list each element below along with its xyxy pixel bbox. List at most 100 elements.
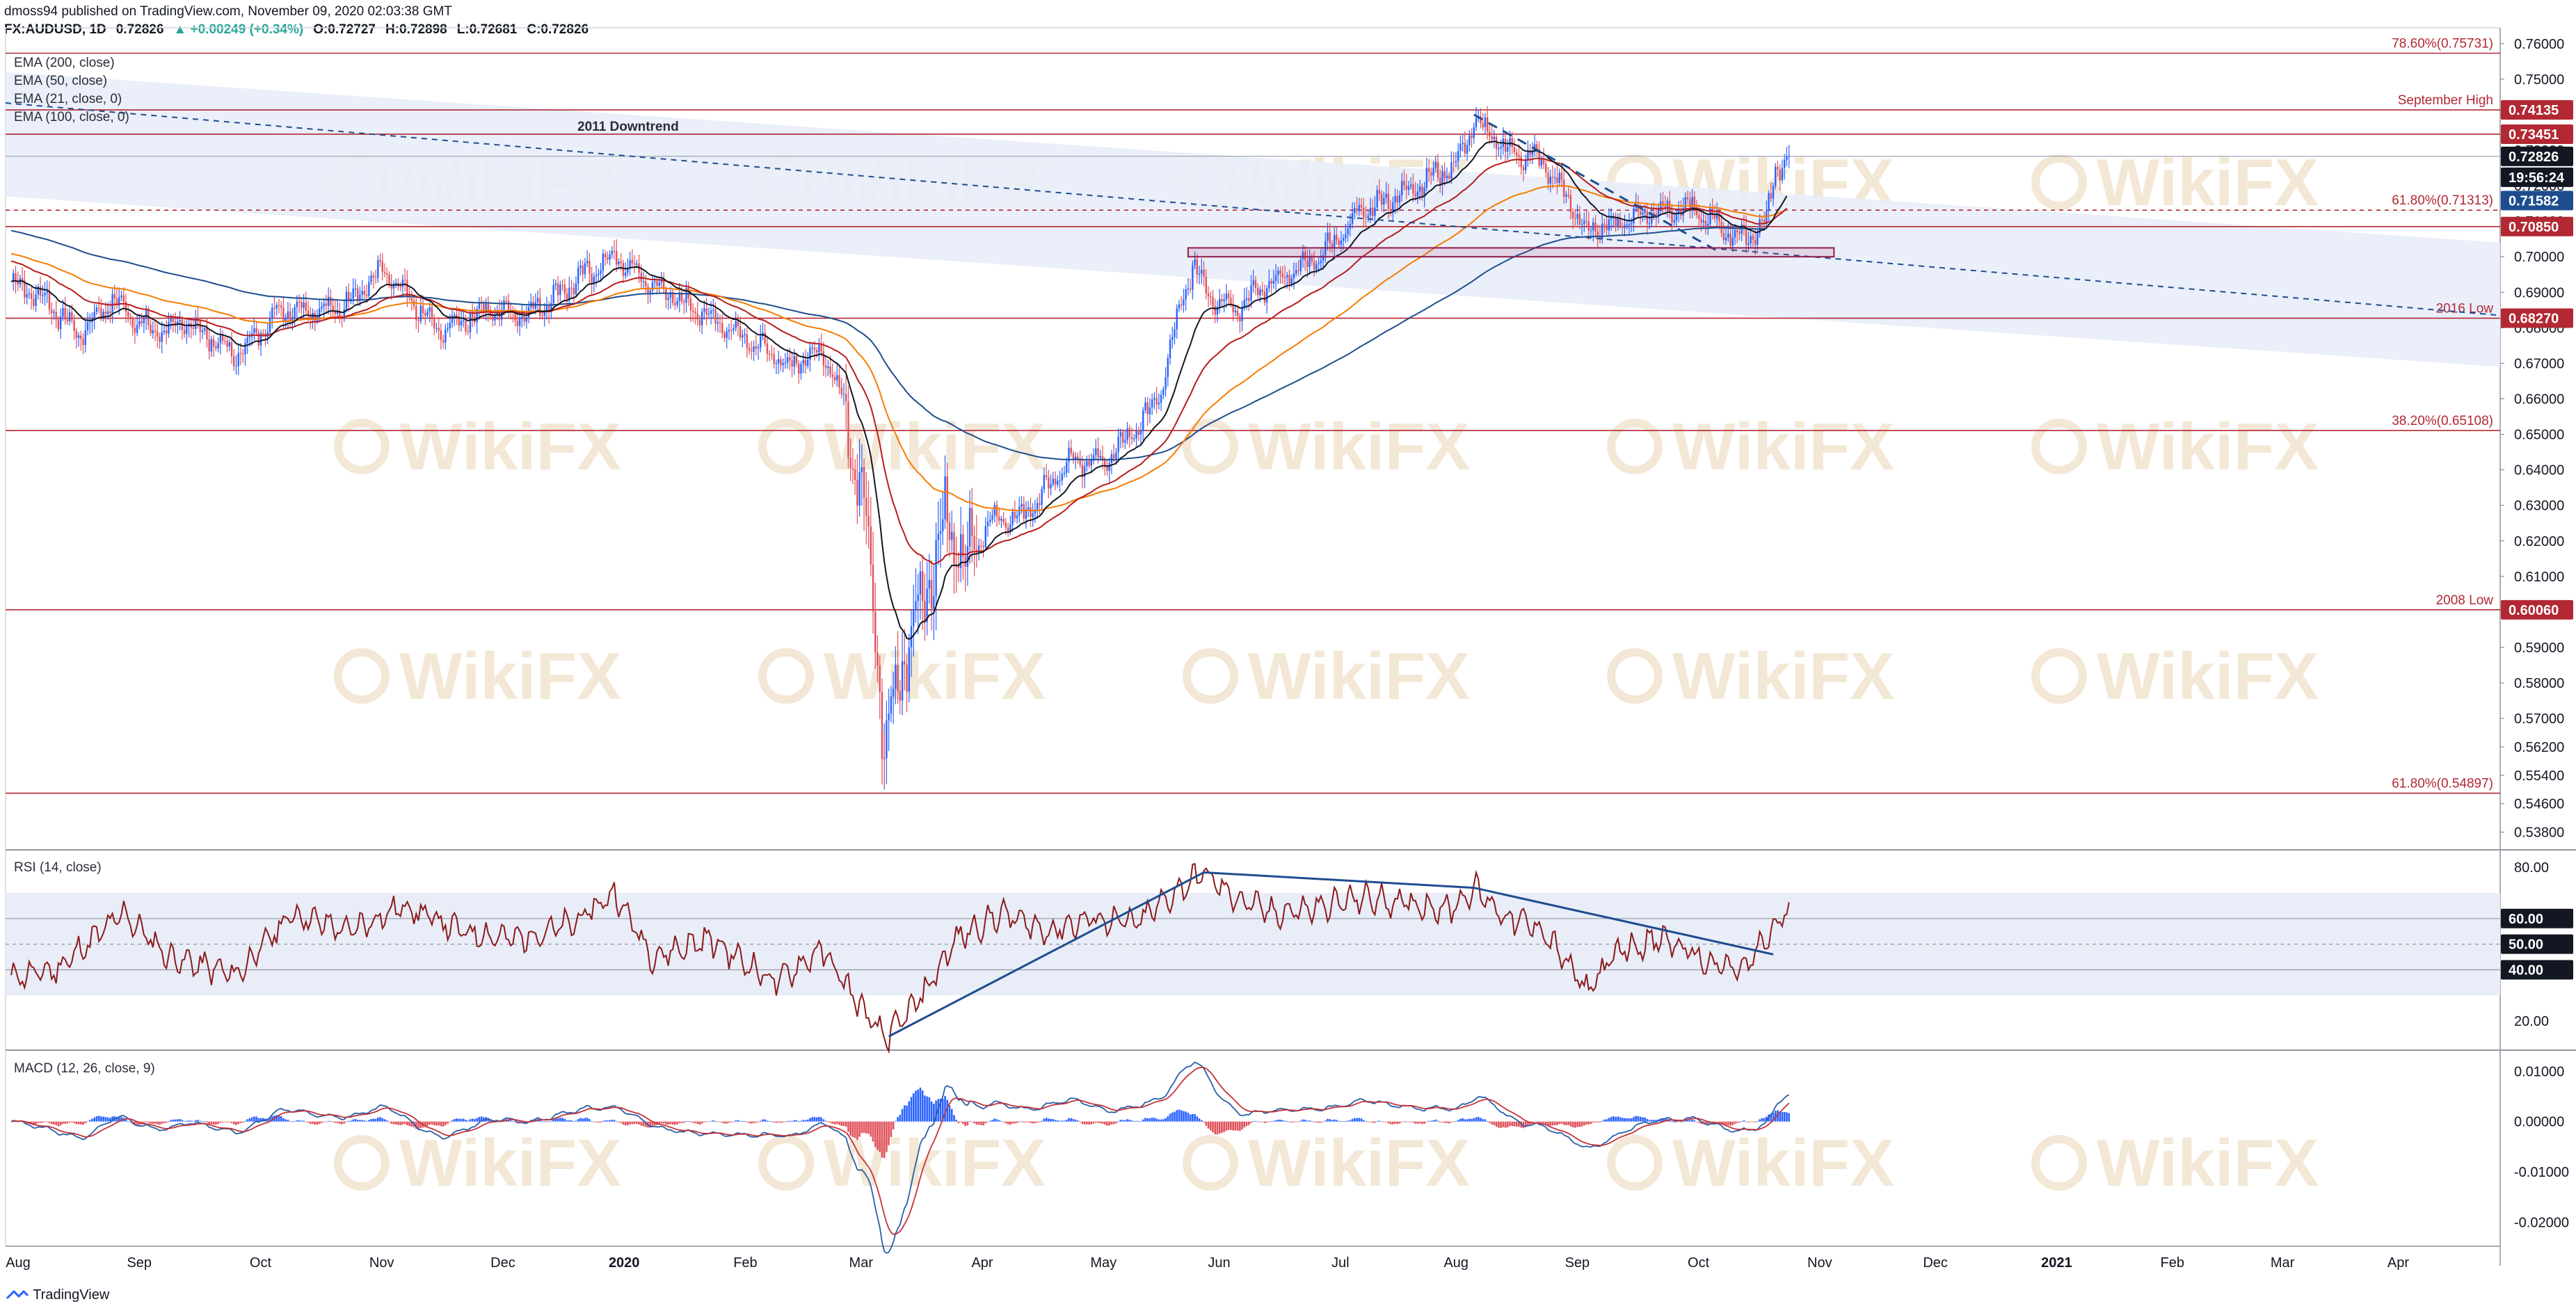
rsi-title[interactable]: RSI (14, close) [14,860,102,875]
candle-body [381,261,383,273]
macd-hist-bar-73 [174,1119,177,1122]
candle-body [492,316,494,321]
macd-hist-bar-380 [865,1121,867,1134]
macd-hist-bar-135 [314,1121,317,1125]
candle-97 [228,339,230,351]
candle-body [1423,187,1425,197]
price-pane[interactable]: 78.60%(0.75731)September High61.80%(0.71… [5,37,2501,794]
candle-body [604,253,607,258]
candle-651 [1475,106,1478,131]
macd-title[interactable]: MACD (12, 26, close, 9) [14,1061,155,1076]
candle-391 [890,686,893,723]
macd-hist-bar-272 [622,1121,625,1125]
candle-409 [930,560,933,631]
macd-hist-bar-745 [1686,1119,1689,1122]
candle-2 [15,266,17,293]
candle-648 [1469,130,1471,152]
candle-235 [539,288,541,320]
candle-body [426,311,429,316]
candle-377 [858,438,861,517]
macd-hist-bar-76 [181,1120,184,1122]
macd-hist-bar-591 [1340,1121,1343,1122]
rsi-pane[interactable] [6,862,2500,1054]
time-tick-17: 2021 [2041,1255,2072,1271]
candle-643 [1457,143,1459,170]
macd-hist-bar-594 [1347,1120,1349,1122]
macd-hist-bar-391 [890,1121,893,1138]
candle-body [143,319,145,323]
candle-623 [1412,173,1414,202]
macd-hist-bar-459 [1043,1118,1046,1122]
macd-hist-bar-64 [154,1121,157,1125]
candle-328 [748,342,751,355]
footer-brand[interactable]: TradingView [33,1287,110,1303]
candle-body [24,280,26,298]
macd-pane[interactable] [10,1061,1790,1254]
macd-hist-bar-295 [674,1121,676,1125]
macd-hist-bar-90 [212,1121,215,1125]
watermark-logo-icon [1183,419,1238,474]
candle-189 [435,322,438,333]
legend-ema100[interactable]: EMA (100, close, 0) [14,110,129,124]
candle-294 [671,289,674,307]
candle-400 [910,609,913,677]
candle-242 [554,279,557,291]
candle-body [1662,201,1664,207]
candle-body [975,549,978,551]
macd-hist-bar-361 [822,1119,825,1122]
candle-272 [622,259,625,284]
candle-682 [1545,159,1547,178]
candle-779 [1763,211,1766,231]
candle-body [840,387,842,394]
candle-body [1000,519,1002,521]
macd-hist-bar-557 [1263,1121,1266,1123]
time-tick-12: Aug [1443,1255,1469,1271]
candle-body [145,310,147,319]
watermark-logo-icon [2031,419,2087,474]
candle-175 [403,268,406,292]
candle-270 [618,258,620,269]
macd-hist-bar-473 [1074,1119,1077,1122]
legend-ema200[interactable]: EMA (200, close) [14,56,115,70]
candle-487 [1106,460,1108,476]
candle-576 [1306,249,1309,278]
macd-hist-bar-565 [1281,1120,1284,1122]
candle-body [327,296,330,306]
watermark-logo-icon [758,648,814,704]
macd-hist-bar-317 [723,1121,726,1124]
candle-body [1457,150,1459,161]
legend-ema21[interactable]: EMA (21, close, 0) [14,92,122,106]
legend-ema50[interactable]: EMA (50, close) [14,74,107,88]
candle-204 [469,310,472,339]
candle-body [289,311,291,321]
support-zone-rect [1187,247,1835,258]
candle-body [1495,136,1498,150]
candle-411 [935,522,937,631]
candle-body [557,283,559,296]
macd-hist-bar-136 [316,1121,319,1125]
macd-hist-bar-613 [1389,1121,1392,1125]
candle-body [559,284,561,296]
candle-257 [589,252,591,285]
candle-186 [429,302,431,323]
candle-768 [1738,227,1741,241]
macd-hist-bar-729 [1651,1120,1653,1122]
indicator-legend: EMA (200, close) EMA (50, close) EMA (21… [14,56,129,124]
macd-hist-bar-156 [361,1120,363,1122]
candle-body [1149,407,1151,414]
macd-hist-bar-597 [1353,1118,1356,1122]
candle-634 [1437,154,1439,182]
macd-hist-bar-265 [606,1120,609,1122]
candle-508 [1153,392,1155,410]
macd-hist-bar-787 [1781,1111,1784,1122]
macd-hist-bar-693 [1569,1121,1572,1127]
candle-body [1063,472,1066,474]
macd-hist-bar-589 [1336,1120,1338,1122]
candle-181 [417,316,419,333]
candle-647 [1466,139,1469,161]
macd-hist-bar-512 [1162,1119,1165,1122]
candle-148 [343,299,345,323]
candle-body [737,321,739,327]
macd-hist-bar-164 [379,1117,381,1122]
